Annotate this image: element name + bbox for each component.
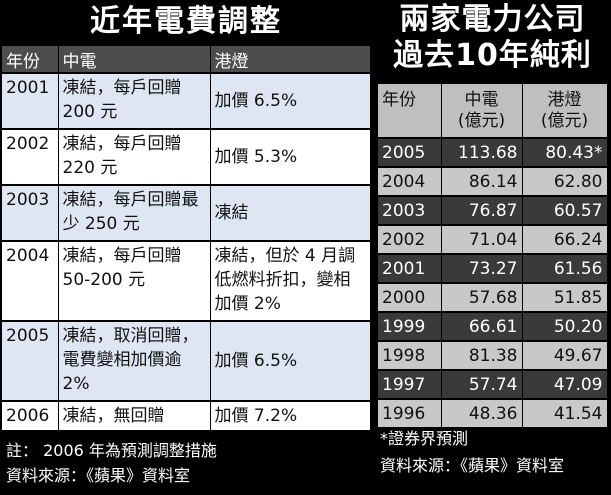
right-title-line1: 兩家電力公司 xyxy=(399,2,586,37)
header-hk: 港燈 (億元) xyxy=(522,84,608,138)
table-row: 2004 凍結，每戶回贈 50-200 元 凍結，但於 4 月調低燃料折扣，變相… xyxy=(2,240,371,321)
row-year: 2003 xyxy=(2,184,59,241)
row-hk: 49.67 xyxy=(522,340,608,370)
row-hk: 80.43* xyxy=(522,137,608,167)
row-hk: 加價 6.5% xyxy=(210,320,371,401)
row-hk: 51.85 xyxy=(522,282,608,312)
row-year: 2006 xyxy=(2,400,59,430)
row-clp: 48.36 xyxy=(441,398,523,427)
row-year: 2005 xyxy=(378,137,442,167)
table-row: 2005 113.68 80.43* xyxy=(378,137,608,167)
tariff-header-row: 年份 中電 港燈 xyxy=(2,46,371,73)
tariff-table: 年份 中電 港燈 2001 凍結，每戶回贈 200 元 加價 6.5% 2002… xyxy=(2,46,371,430)
profit-table: 年份 中電 (億元) 港燈 (億元) 2005 113.68 80.43* 2004… xyxy=(378,84,608,427)
row-hk: 50.20 xyxy=(522,311,608,341)
header-clp: 中電 (億元) xyxy=(441,84,523,138)
table-row: 1996 48.36 41.54 xyxy=(378,398,608,427)
row-clp: 113.68 xyxy=(441,137,523,167)
header-hk: 港燈 xyxy=(210,46,371,73)
left-title: 近年電費調整 xyxy=(90,4,282,39)
row-hk: 凍結 xyxy=(210,184,371,241)
row-hk: 62.80 xyxy=(522,166,608,196)
row-clp: 86.14 xyxy=(441,166,523,196)
row-hk: 61.56 xyxy=(522,253,608,283)
row-clp: 71.04 xyxy=(441,224,523,254)
row-hk: 66.24 xyxy=(522,224,608,254)
table-row: 2005 凍結，取消回贈，電費變相加價逾 2% 加價 6.5% xyxy=(2,320,371,401)
table-row: 2004 86.14 62.80 xyxy=(378,166,608,196)
row-year: 2005 xyxy=(2,320,59,401)
row-hk: 凍結，但於 4 月調低燃料折扣，變相加價 2% xyxy=(210,240,371,321)
row-clp: 凍結，每戶回贈最少 250 元 xyxy=(58,184,211,241)
table-row: 2000 57.68 51.85 xyxy=(378,282,608,312)
row-hk: 加價 7.2% xyxy=(210,400,371,430)
row-year: 2002 xyxy=(2,128,59,185)
right-title-line2: 過去10年純利 xyxy=(393,38,592,73)
header-year: 年份 xyxy=(2,46,59,73)
row-clp: 81.38 xyxy=(441,340,523,370)
right-source: 資料來源：《蘋果》資料室 xyxy=(380,456,565,475)
row-year: 2001 xyxy=(2,72,59,129)
row-hk: 47.09 xyxy=(522,369,608,399)
header-year: 年份 xyxy=(378,84,442,138)
right-title: 兩家電力公司 過去10年純利 xyxy=(374,2,611,74)
row-year: 2001 xyxy=(378,253,442,283)
right-footnote: *證券界預測 xyxy=(380,429,469,448)
table-row: 1998 81.38 49.67 xyxy=(378,340,608,370)
row-clp: 凍結，每戶回贈 50-200 元 xyxy=(58,240,211,321)
row-year: 2000 xyxy=(378,282,442,312)
row-year: 1998 xyxy=(378,340,442,370)
row-year: 2004 xyxy=(2,240,59,321)
row-hk: 60.57 xyxy=(522,195,608,225)
header-clp: 中電 xyxy=(58,46,211,73)
right-panel: 兩家電力公司 過去10年純利 年份 中電 (億元) 港燈 (億元) 2005 11… xyxy=(374,0,611,495)
table-row: 2003 凍結，每戶回贈最少 250 元 凍結 xyxy=(2,184,371,241)
table-row: 2001 凍結，每戶回贈 200 元 加價 6.5% xyxy=(2,72,371,129)
row-year: 2004 xyxy=(378,166,442,196)
left-footnote: 註： 2006 年為預測調整措施 xyxy=(6,441,217,460)
row-clp: 76.87 xyxy=(441,195,523,225)
row-clp: 73.27 xyxy=(441,253,523,283)
row-year: 1997 xyxy=(378,369,442,399)
row-clp: 66.61 xyxy=(441,311,523,341)
row-year: 1996 xyxy=(378,398,442,427)
row-clp: 凍結，每戶回贈 200 元 xyxy=(58,72,211,129)
row-hk: 加價 6.5% xyxy=(210,72,371,129)
table-row: 1999 66.61 50.20 xyxy=(378,311,608,341)
row-year: 2003 xyxy=(378,195,442,225)
row-clp: 57.74 xyxy=(441,369,523,399)
row-hk: 加價 5.3% xyxy=(210,128,371,185)
profit-header-row: 年份 中電 (億元) 港燈 (億元) xyxy=(378,84,608,138)
table-row: 2003 76.87 60.57 xyxy=(378,195,608,225)
left-panel: 近年電費調整 年份 中電 港燈 2001 凍結，每戶回贈 200 元 加價 6.… xyxy=(2,4,371,485)
left-source: 資料來源：《蘋果》資料室 xyxy=(6,466,191,485)
row-clp: 凍結，無回贈 xyxy=(58,400,211,430)
row-hk: 41.54 xyxy=(522,398,608,427)
row-year: 1999 xyxy=(378,311,442,341)
table-row: 2002 71.04 66.24 xyxy=(378,224,608,254)
table-row: 1997 57.74 47.09 xyxy=(378,369,608,399)
row-clp: 57.68 xyxy=(441,282,523,312)
row-clp: 凍結，每戶回贈 220 元 xyxy=(58,128,211,185)
table-row: 2002 凍結，每戶回贈 220 元 加價 5.3% xyxy=(2,128,371,185)
table-row: 2006 凍結，無回贈 加價 7.2% xyxy=(2,400,371,430)
row-clp: 凍結，取消回贈，電費變相加價逾 2% xyxy=(58,320,211,401)
row-year: 2002 xyxy=(378,224,442,254)
table-row: 2001 73.27 61.56 xyxy=(378,253,608,283)
